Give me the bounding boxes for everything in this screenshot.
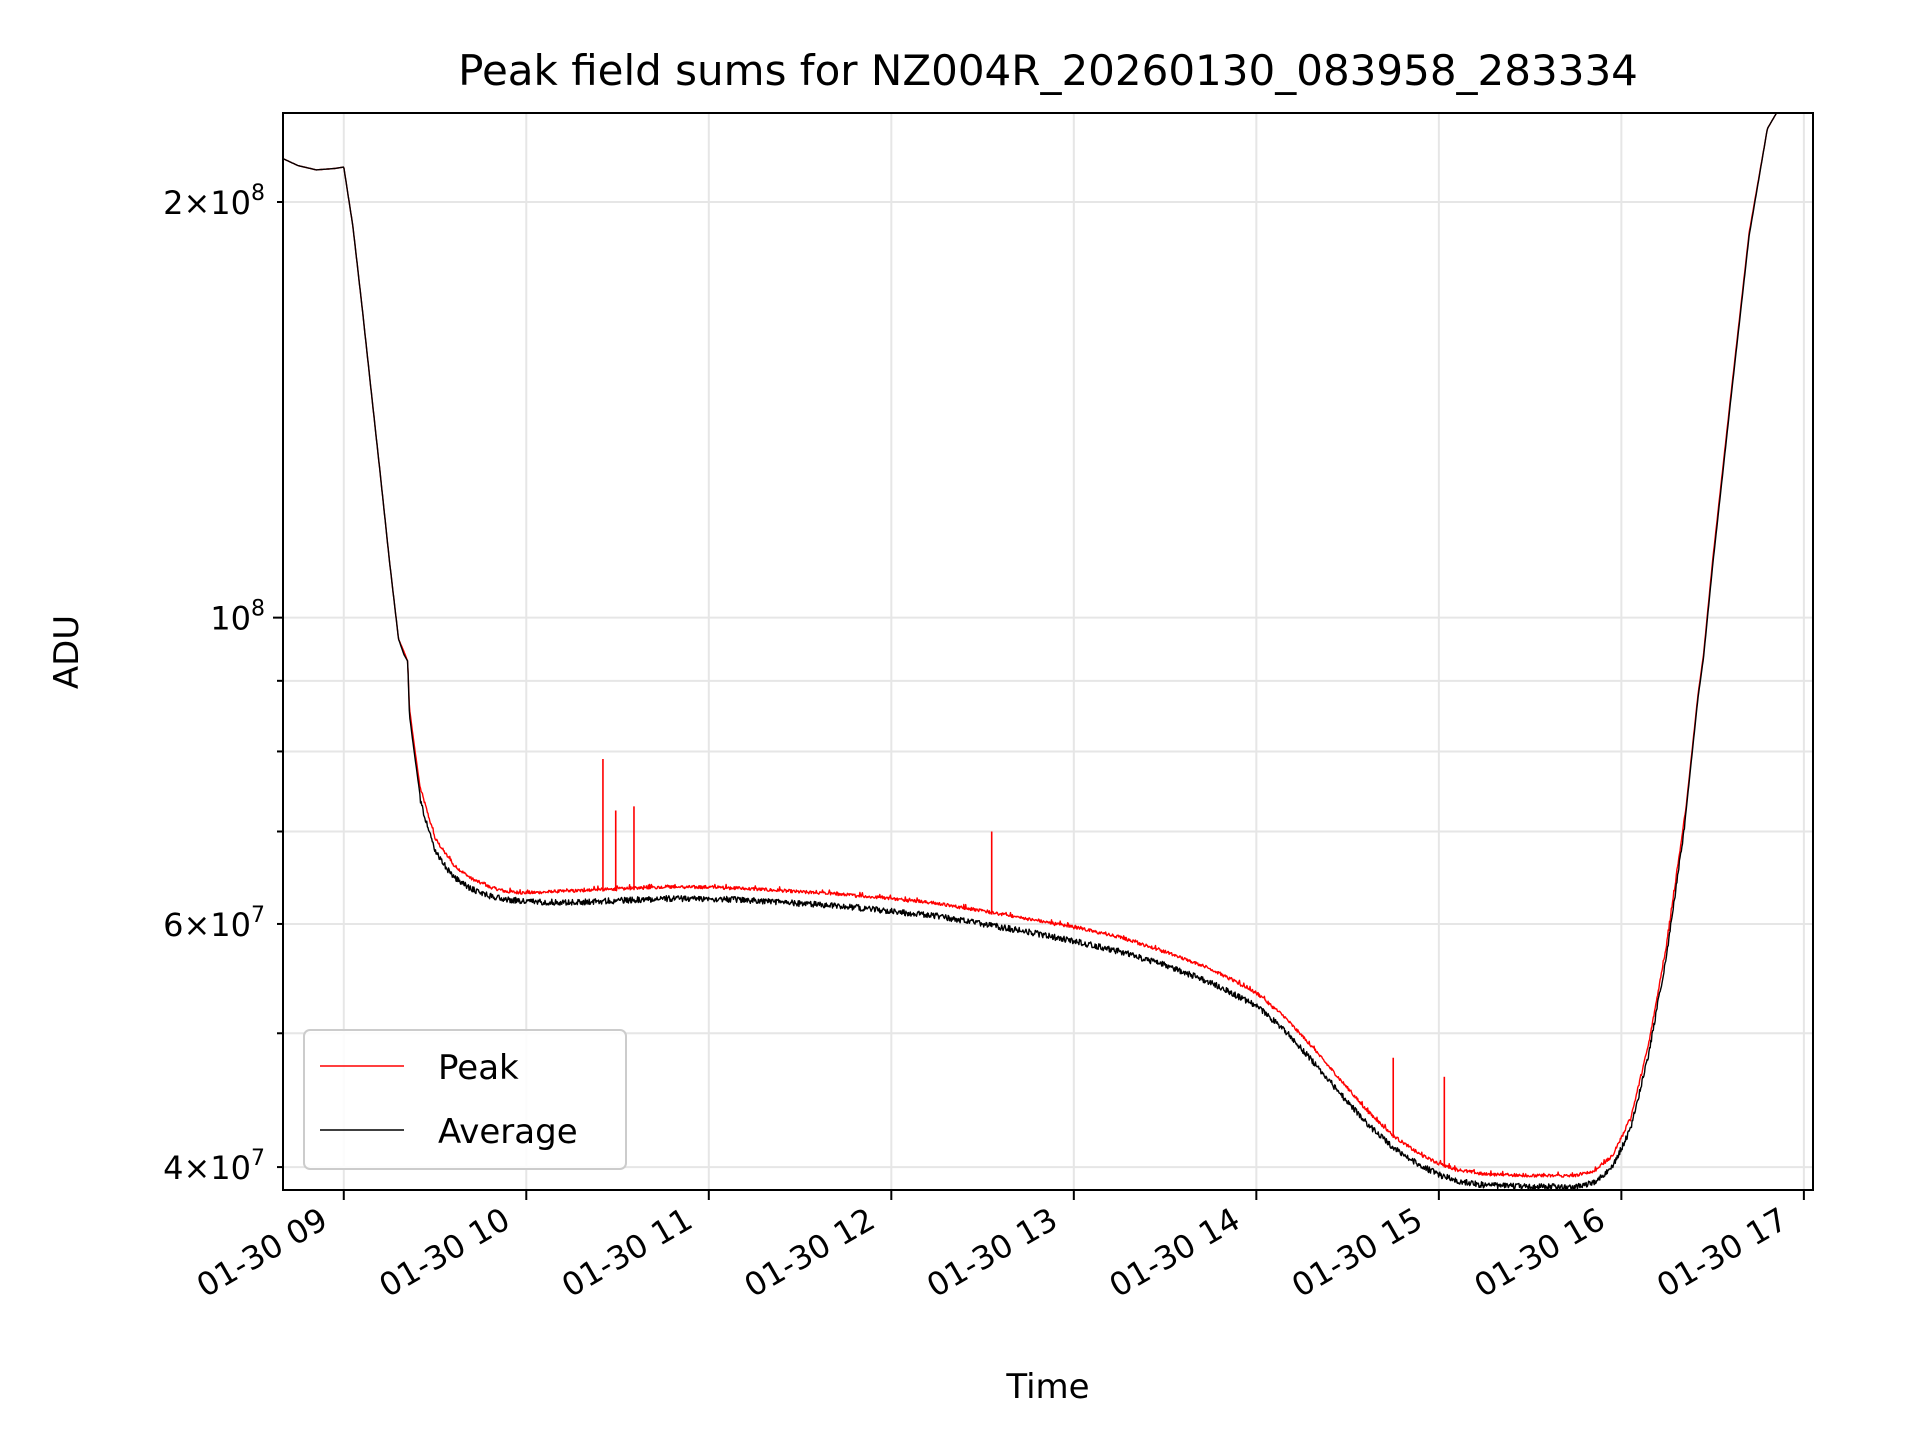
legend: Peak Average	[303, 1029, 627, 1170]
y-tick-label: 108	[210, 597, 265, 638]
legend-box	[303, 1029, 627, 1170]
grid-lines	[283, 113, 1813, 1190]
legend-label-peak: Peak	[438, 1048, 519, 1088]
x-axis-label: Time	[1005, 1367, 1089, 1407]
y-tick-label: 6×107	[163, 903, 265, 944]
peak-series-line-group	[283, 113, 1778, 1178]
legend-label-average: Average	[438, 1112, 578, 1152]
average-series-line	[283, 113, 1778, 1190]
y-tick-label: 4×107	[163, 1146, 265, 1187]
y-axis-label: ADU	[47, 615, 87, 689]
average-series-line-group	[283, 113, 1778, 1190]
series-layer	[283, 113, 1778, 1190]
peak-series-line	[283, 113, 1778, 1178]
y-tick-label: 2×108	[163, 181, 265, 222]
chart-title: Peak field sums for NZ004R_20260130_0839…	[458, 46, 1638, 95]
plot-area-frame	[282, 112, 1814, 1191]
